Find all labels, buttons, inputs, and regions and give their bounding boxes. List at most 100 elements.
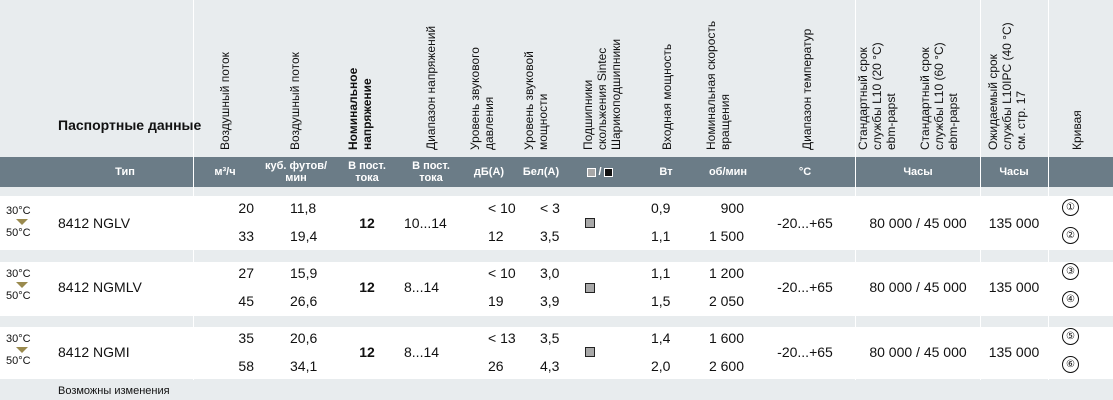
curve-marker: ④ (1062, 291, 1079, 308)
cell-life-ipc: 135 000 (988, 344, 1040, 360)
cell-voltage-range: 8...14 (404, 279, 440, 295)
cell-cfm: 20,6 (290, 330, 318, 346)
table-title: Паспортные данные (58, 117, 202, 133)
header-sound-power-2: мощности (536, 93, 550, 150)
product-band-3 (0, 327, 1113, 379)
cell-m3h: 33 (238, 228, 254, 244)
cell-cfm: 19,4 (290, 228, 318, 244)
temp-label-low: 30°C (6, 268, 31, 280)
cell-voltage-range: 8...14 (404, 344, 440, 360)
cell-input-power: 1,1 (651, 228, 671, 244)
cell-sound-pressure: 19 (488, 293, 504, 309)
cell-input-power: 1,4 (651, 330, 671, 346)
cell-sound-power: 4,3 (540, 358, 560, 374)
cell-sound-pressure: 12 (488, 228, 504, 244)
header-bearings-3: Шарикоподшипники (609, 38, 623, 150)
curve-marker: ⑥ (1062, 356, 1079, 373)
unit-airflow-m3: м³/ч (214, 166, 236, 178)
header-life20-1: Стандартный срок (856, 47, 870, 150)
temp-arrow-icon (16, 219, 28, 225)
header-life60-2: службы L10 (60 °C) (932, 42, 946, 150)
cell-m3h: 20 (238, 200, 254, 216)
header-sound-pressure-1: Уровень звукового (468, 47, 482, 150)
cell-cfm: 11,8 (290, 200, 317, 216)
product-type: 8412 NGMI (58, 344, 130, 360)
header-life-ipc-1: Ожидаемый срок (986, 54, 1000, 150)
cell-sound-pressure: < 10 (488, 200, 516, 216)
cell-temp-range: -20...+65 (777, 215, 833, 231)
cell-sound-power: 3,0 (540, 265, 560, 281)
cell-life-ipc: 135 000 (988, 279, 1040, 295)
sleeve-bearing-icon (585, 347, 595, 357)
header-speed-1: Номинальная скорость (704, 20, 718, 150)
unit-airflow-cfm: куб. футов/ мин (264, 160, 328, 184)
temp-arrow-icon (16, 347, 28, 353)
cell-nominal-voltage: 12 (359, 215, 375, 231)
header-life60-3: ebm-papst (946, 93, 960, 150)
column-separator (855, 0, 856, 380)
temp-label-low: 30°C (6, 333, 31, 345)
cell-cfm: 26,6 (290, 293, 318, 309)
cell-sound-power: 3,5 (540, 330, 560, 346)
cell-speed: 2 050 (708, 293, 744, 309)
unit-life-std: Часы (903, 166, 933, 178)
header-sound-pressure-2: давления (482, 96, 496, 150)
unit-temp: °C (798, 166, 812, 178)
cell-speed: 1 500 (708, 228, 744, 244)
product-type: 8412 NGMLV (58, 279, 142, 295)
cell-speed: 1 200 (708, 265, 744, 281)
product-band-2 (0, 262, 1113, 316)
unit-sound-power: Бел(А) (522, 166, 560, 178)
sleeve-bearing-icon (585, 283, 595, 293)
unit-life-ipc: Часы (999, 166, 1029, 178)
unit-input-power: Вт (659, 166, 673, 178)
footnote: Возможны изменения (58, 385, 170, 397)
header-temp-range: Диапазон температур (800, 28, 814, 150)
curve-marker: ③ (1062, 263, 1079, 280)
temp-label-high: 50°C (6, 355, 31, 367)
unit-bearings-sep: / (598, 166, 602, 178)
cell-speed: 1 600 (708, 330, 744, 346)
temp-label-low: 30°C (6, 205, 31, 217)
cell-m3h: 27 (238, 265, 254, 281)
product-type: 8412 NGLV (58, 215, 131, 231)
cell-sound-pressure: < 13 (488, 330, 516, 346)
cell-life-std: 80 000 / 45 000 (869, 215, 967, 231)
cell-cfm: 15,9 (290, 265, 318, 281)
cell-life-ipc: 135 000 (988, 215, 1040, 231)
cell-life-std: 80 000 / 45 000 (869, 344, 967, 360)
cell-input-power: 2,0 (651, 358, 671, 374)
units-bar: Тип м³/ч куб. футов/ мин В пост. тока В … (0, 157, 1113, 187)
cell-input-power: 1,1 (651, 265, 671, 281)
curve-marker: ⑤ (1062, 328, 1079, 345)
header-nominal-voltage-2: напряжение (360, 78, 374, 150)
curve-marker: ① (1062, 199, 1079, 216)
cell-input-power: 0,9 (651, 200, 671, 216)
header-speed-2: вращения (718, 94, 732, 150)
cell-input-power: 1,5 (651, 293, 671, 309)
unit-voltage-range: В пост. тока (412, 160, 450, 184)
cell-sound-power: 3,9 (540, 293, 560, 309)
header-life60-1: Стандартный срок (918, 47, 932, 150)
unit-speed: об/мин (708, 166, 748, 178)
cell-m3h: 35 (238, 330, 254, 346)
cell-cfm: 34,1 (290, 358, 318, 374)
header-airflow-m3: Воздушный поток (218, 52, 232, 150)
cell-sound-pressure: 26 (488, 358, 504, 374)
cell-temp-range: -20...+65 (777, 279, 833, 295)
header-bearings-1: Подшипники (581, 79, 595, 150)
temp-label-high: 50°C (6, 290, 31, 302)
cell-sound-pressure: < 10 (488, 265, 516, 281)
temp-arrow-icon (16, 282, 28, 288)
unit-nominal-voltage: В пост. тока (348, 160, 386, 184)
unit-sound-pressure: дБ(А) (473, 166, 505, 178)
cell-speed: 2 600 (708, 358, 744, 374)
header-bearings-2: скольжения Sintec (595, 47, 609, 150)
temp-label-high: 50°C (6, 227, 31, 239)
header-airflow-cfm: Воздушный поток (288, 52, 302, 150)
column-separator (980, 0, 981, 380)
header-input-power: Входная мощность (660, 43, 674, 150)
header-life-ipc-3: см. стр. 17 (1014, 90, 1028, 150)
cell-temp-range: -20...+65 (777, 344, 833, 360)
